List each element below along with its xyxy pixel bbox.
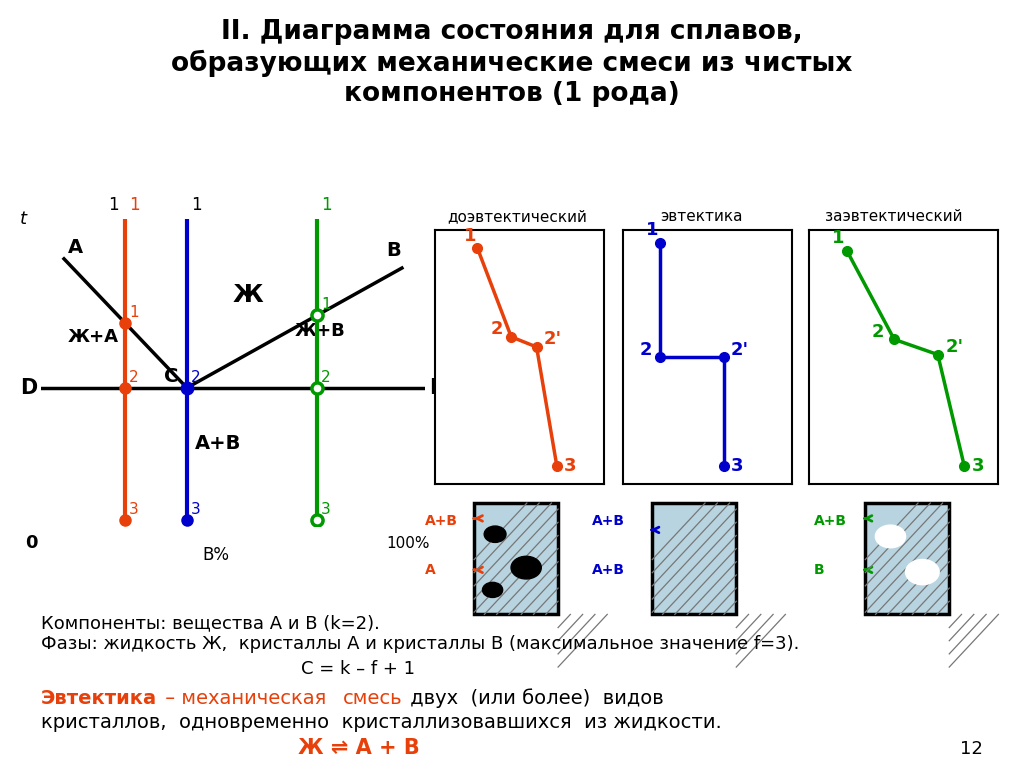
Text: заэвтектический: заэвтектический [825,209,963,224]
Text: A+B: A+B [425,514,458,528]
Text: Фазы: жидкость Ж,  кристаллы А и кристаллы В (максимальное значение f=3).: Фазы: жидкость Ж, кристаллы А и кристалл… [41,635,800,653]
Text: 3: 3 [563,457,577,475]
Text: A+B: A+B [592,563,625,577]
Text: доэвтектический: доэвтектический [447,209,587,224]
Text: Ж: Ж [233,283,264,307]
Text: D: D [19,378,37,398]
Text: эвтектика: эвтектика [660,209,742,224]
Text: смесь: смесь [343,689,402,708]
Text: 0: 0 [26,534,38,551]
Text: кристаллов,  одновременно  кристаллизовавшихся  из жидкости.: кристаллов, одновременно кристаллизовавш… [41,713,722,732]
Circle shape [511,556,542,579]
Text: t: t [19,210,27,228]
FancyBboxPatch shape [865,503,949,614]
Text: Ж ⇌ A + B: Ж ⇌ A + B [298,738,419,758]
Text: A+B: A+B [592,514,625,528]
Text: C: C [164,366,178,386]
Text: 1: 1 [464,227,476,244]
Text: двух  (или более)  видов: двух (или более) видов [404,689,665,708]
Text: A+B: A+B [814,514,847,528]
Text: 2: 2 [190,369,201,385]
Text: 3: 3 [129,502,139,517]
Text: 1: 1 [129,196,140,214]
Text: 2': 2' [731,340,749,359]
Circle shape [484,526,506,542]
Text: 2: 2 [129,369,139,385]
Text: 1: 1 [322,297,331,312]
Text: Компоненты: вещества А и В (k=2).: Компоненты: вещества А и В (k=2). [41,614,380,632]
Text: 2: 2 [322,369,331,385]
Text: 2': 2' [945,338,964,356]
Text: 1: 1 [129,305,139,320]
Text: В%: В% [203,546,229,564]
Text: 3: 3 [972,457,984,475]
Circle shape [482,582,503,598]
Text: 100%: 100% [387,535,430,551]
FancyBboxPatch shape [474,503,558,614]
Text: 2: 2 [490,320,504,339]
Circle shape [876,525,905,548]
Text: 2': 2' [544,330,561,349]
Text: A: A [425,563,435,577]
Text: Ж+А: Ж+А [68,328,119,346]
Text: Ж+В: Ж+В [295,322,345,339]
Text: 12: 12 [961,740,983,758]
Text: 2: 2 [639,340,652,359]
Circle shape [905,559,939,584]
Text: 3: 3 [322,502,331,517]
Text: 1: 1 [646,221,658,240]
Text: 3: 3 [731,457,743,475]
Text: 1: 1 [190,196,202,214]
Text: 2: 2 [871,323,884,341]
Text: А+В: А+В [195,434,241,453]
Text: E: E [429,378,443,398]
Text: 1: 1 [322,196,332,214]
Text: 1: 1 [109,196,119,214]
Text: II. Диаграмма состояния для сплавов,
образующих механические смеси из чистых
ком: II. Диаграмма состояния для сплавов, обр… [171,19,853,107]
Text: Эвтектика: Эвтектика [41,689,157,708]
Text: A: A [68,237,83,257]
Text: – механическая: – механическая [159,689,332,708]
Text: С = k – f + 1: С = k – f + 1 [301,660,416,678]
Text: 3: 3 [190,502,201,517]
Text: B: B [386,240,401,260]
Text: 1: 1 [831,229,844,247]
FancyBboxPatch shape [652,503,736,614]
Text: B: B [814,563,824,577]
